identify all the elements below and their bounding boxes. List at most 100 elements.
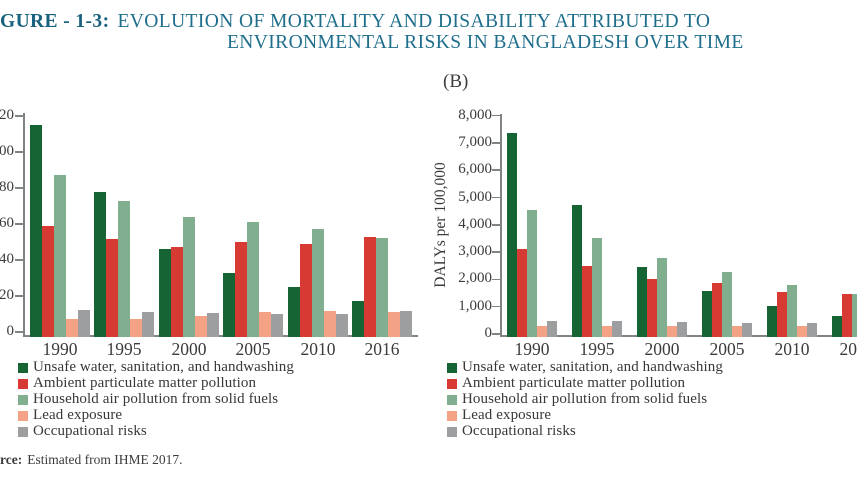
source-label: rce: [0, 452, 23, 467]
bar [376, 238, 388, 337]
bar [300, 243, 312, 337]
bar [787, 285, 797, 337]
y-tick-mark [15, 223, 23, 225]
y-tick-label: 7,000 [458, 133, 492, 150]
x-tick-label: 2005 [235, 339, 271, 359]
figure-title-line2: ENVIRONMENTAL RISKS IN BANGLADESH OVER T… [227, 32, 744, 53]
bar [288, 287, 300, 337]
bar [572, 204, 582, 337]
legend-label: Lead exposure [462, 407, 552, 424]
bar [183, 216, 195, 337]
x-tick-label: 2005 [709, 339, 745, 359]
bar [66, 319, 78, 337]
x-tick-label: 1995 [579, 339, 615, 359]
bar [336, 314, 348, 337]
legend-label: Occupational risks [33, 423, 147, 440]
legend-label: Ambient particulate matter pollution [33, 375, 257, 392]
x-tick-label: 2000 [171, 339, 207, 359]
legend-item: Ambient particulate matter pollution [18, 375, 294, 392]
figure-number: GURE - 1-3: [0, 11, 110, 32]
x-tick-label: 2010 [774, 339, 810, 359]
bar [324, 311, 336, 337]
legend-item: Unsafe water, sanitation, and handwashin… [18, 359, 294, 376]
legend-color-swatch-icon [447, 426, 457, 437]
y-tick-label: 40 [0, 251, 14, 267]
legend-label: Unsafe water, sanitation, and handwashin… [462, 359, 723, 376]
y-axis [500, 114, 502, 337]
x-tick-label: 2016 [364, 339, 400, 359]
figure-title-text: EVOLUTION OF MORTALITY AND DISABILITY AT… [117, 11, 711, 32]
x-tick-label: 1990 [514, 339, 550, 359]
legend-item: Occupational risks [447, 423, 723, 440]
legend-label: Lead exposure [33, 407, 123, 424]
bar [364, 236, 376, 337]
bar [517, 249, 527, 337]
x-tick-label: 1995 [106, 339, 142, 359]
legend-chart-b: Unsafe water, sanitation, and handwashin… [447, 359, 723, 440]
y-tick-mark [15, 295, 23, 297]
y-tick-label: 8,000 [458, 106, 492, 123]
bar [582, 265, 592, 337]
legend-color-swatch-icon [18, 378, 28, 389]
y-tick-mark [492, 278, 500, 281]
bar [742, 322, 752, 337]
legend-item: Ambient particulate matter pollution [447, 375, 723, 392]
bar [712, 283, 722, 337]
y-tick-mark [492, 114, 500, 117]
bar [42, 225, 54, 337]
bar [547, 321, 557, 337]
bar [130, 318, 142, 337]
bar [259, 312, 271, 337]
legend-color-swatch-icon [447, 410, 457, 421]
y-tick-mark [492, 251, 500, 253]
bar [537, 326, 547, 337]
source-note: rce: Estimated from IHME 2017. [0, 452, 182, 468]
source-text: Estimated from IHME 2017. [27, 452, 183, 467]
x-tick-label: 2010 [300, 339, 336, 359]
bar [657, 257, 667, 337]
legend-chart-a: Unsafe water, sanitation, and handwashin… [18, 359, 294, 440]
legend-label: Occupational risks [462, 423, 576, 440]
legend-label: Household air pollution from solid fuels [33, 391, 279, 408]
bar [667, 326, 677, 337]
bar [247, 222, 259, 337]
y-tick-label: 6,000 [458, 161, 492, 178]
y-tick-label: 2,000 [458, 270, 492, 287]
legend-color-swatch-icon [447, 394, 457, 405]
legend-color-swatch-icon [447, 362, 457, 373]
bar [223, 272, 235, 337]
y-tick-label: 20 [0, 107, 14, 123]
y-tick-mark [15, 115, 23, 117]
legend-color-swatch-icon [18, 410, 28, 421]
legend-item: Lead exposure [18, 407, 294, 424]
legend-label: Unsafe water, sanitation, and handwashin… [33, 359, 294, 376]
bar [637, 267, 647, 337]
x-axis [23, 335, 418, 337]
legend-item: Occupational risks [18, 423, 294, 440]
legend-item: Household air pollution from solid fuels [447, 391, 723, 408]
x-tick-label: 2016 [839, 339, 857, 359]
bar [312, 229, 324, 337]
y-tick-mark [492, 305, 500, 308]
y-tick-mark [492, 142, 500, 144]
bar [235, 242, 247, 337]
bar [732, 325, 742, 337]
y-axis-title: DALYs per 100,000 [432, 162, 449, 288]
legend-item: Lead exposure [447, 407, 723, 424]
legend-label: Ambient particulate matter pollution [462, 375, 686, 392]
legend-color-swatch-icon [18, 426, 28, 437]
bar [527, 209, 537, 337]
legend-color-swatch-icon [18, 394, 28, 405]
bar [807, 323, 817, 337]
y-tick-label: 0 [6, 323, 15, 339]
bar [722, 272, 732, 337]
bar [271, 314, 283, 337]
bar [797, 325, 807, 337]
y-tick-label: 20 [0, 287, 14, 303]
bar [94, 191, 106, 337]
y-tick-label: 5,000 [458, 188, 492, 205]
bar [832, 315, 842, 337]
legend-color-swatch-icon [447, 378, 457, 389]
bar [388, 312, 400, 337]
